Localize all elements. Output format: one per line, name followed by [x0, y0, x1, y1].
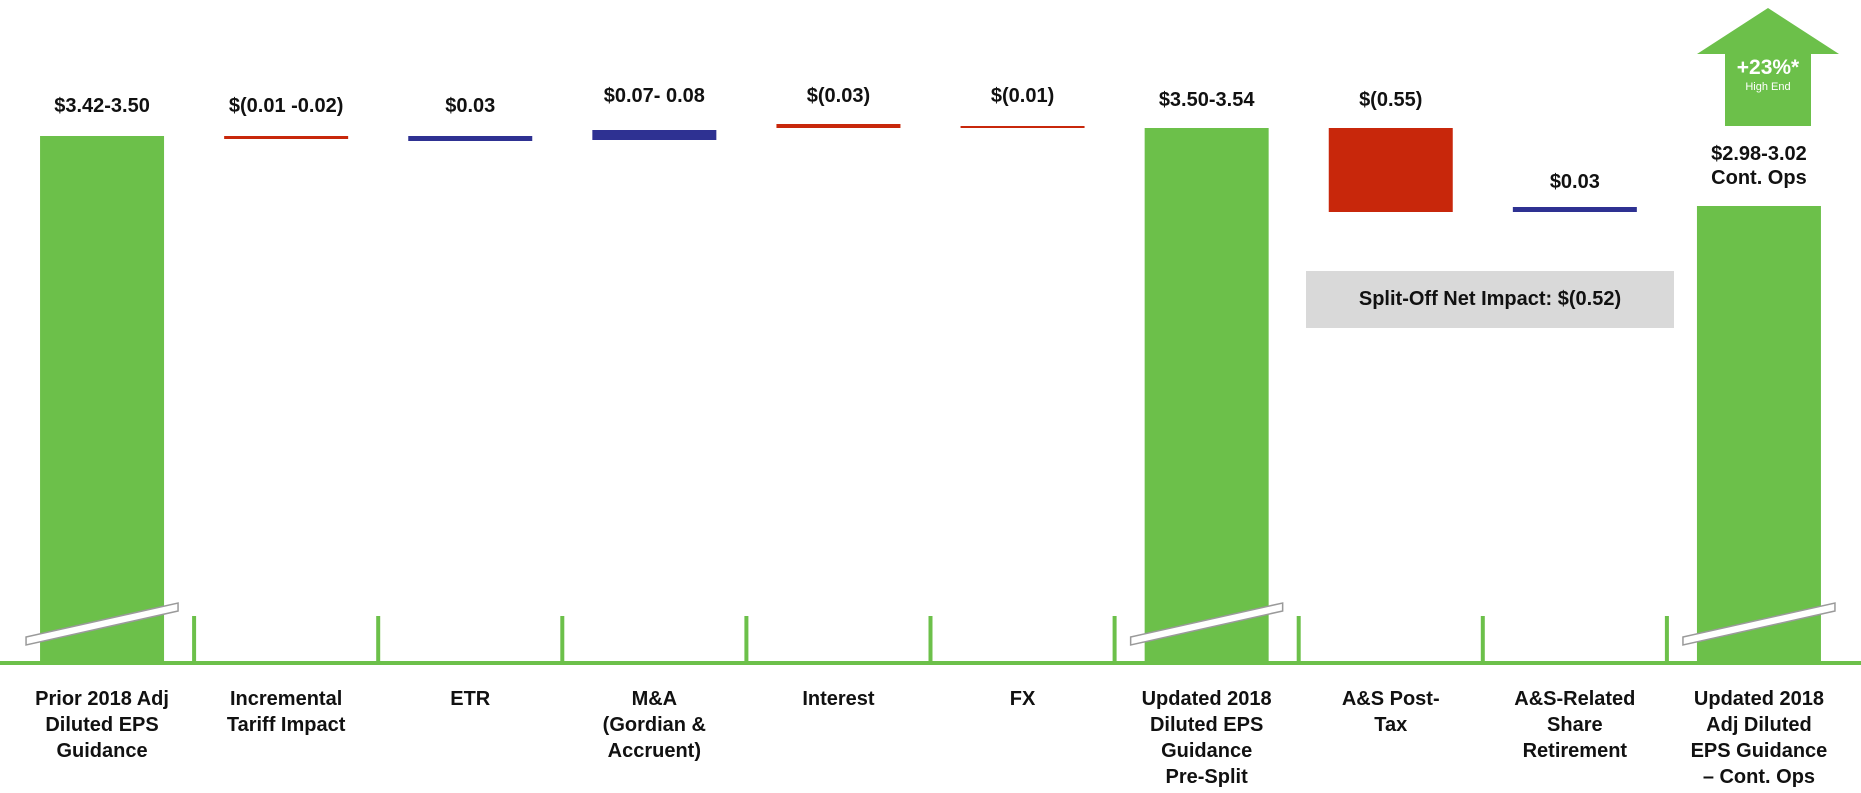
- category-label-line: A&S-Related: [1514, 688, 1636, 710]
- category-label: Prior 2018 Adj Diluted EPS Guidance: [12, 686, 192, 764]
- category-label: A&S Post- Tax: [1301, 686, 1481, 738]
- category-label: Updated 2018 Adj Diluted EPS Guidance – Con…: [1669, 686, 1849, 790]
- category-label: Interest: [748, 686, 928, 712]
- category-label-line: Tax: [1374, 714, 1408, 736]
- value-label: $(0.01 -0.02): [228, 95, 344, 117]
- value-label: $3.50-3.54: [1158, 89, 1255, 111]
- category-label-line: FX: [1009, 688, 1036, 710]
- category-label: Updated 2018 Diluted EPS Guidance Pre-Split: [1117, 686, 1297, 790]
- callout-percent: +23%*: [1736, 56, 1800, 79]
- bar-decrease: [1328, 128, 1453, 212]
- bar-total: [40, 136, 165, 661]
- value-label: $0.03: [1549, 171, 1600, 193]
- category-label-line: Updated 2018: [1693, 688, 1824, 710]
- category-label-line: Incremental: [230, 688, 343, 710]
- category-label-line: – Cont. Ops: [1702, 766, 1816, 788]
- bar-decrease: [776, 124, 901, 128]
- category-label-line: M&A: [631, 688, 678, 710]
- category-label-line: Diluted EPS: [1149, 714, 1264, 736]
- category-label-line: Accruent): [607, 740, 702, 762]
- category-label-line: Updated 2018: [1141, 688, 1272, 710]
- axis-break-marker: [25, 602, 179, 646]
- value-label: $(0.55): [1359, 89, 1423, 111]
- bar-increase: [592, 130, 717, 140]
- bar-increase: [1512, 207, 1637, 212]
- bar-decrease: [224, 136, 349, 139]
- bar-total: [1144, 128, 1269, 661]
- category-label-line: Share: [1547, 714, 1603, 736]
- bar-increase: [408, 136, 533, 141]
- category-label-line: Diluted EPS: [45, 714, 159, 736]
- axis-break-marker: [1682, 602, 1836, 646]
- category-label: M&A (Gordian & Accruent): [564, 686, 744, 764]
- category-label-line: A&S Post-: [1341, 688, 1440, 710]
- bar-total: [1696, 206, 1821, 661]
- category-label-line: Guidance: [56, 740, 148, 762]
- value-label: $(0.01): [990, 85, 1055, 107]
- category-label-line: Pre-Split: [1165, 766, 1248, 788]
- growth-callout: +23%* High End: [1728, 56, 1808, 94]
- category-label-line: Prior 2018 Adj: [35, 688, 169, 710]
- category-label-line: Interest: [802, 688, 875, 710]
- category-label-line: Retirement: [1522, 740, 1628, 762]
- value-label: $(0.03): [806, 85, 871, 107]
- category-label: Incremental Tariff Impact: [196, 686, 376, 738]
- category-label-line: Guidance: [1161, 740, 1253, 762]
- up-arrow-icon: [1697, 8, 1839, 126]
- bar-decrease: [960, 126, 1085, 128]
- category-label-line: Adj Diluted: [1706, 714, 1812, 736]
- split-off-annotation: Split-Off Net Impact: $(0.52): [1306, 271, 1674, 328]
- category-label-line: Tariff Impact: [226, 714, 346, 736]
- category-label-line: EPS Guidance: [1690, 740, 1828, 762]
- value-label: $3.42-3.50: [54, 95, 150, 117]
- value-label: $0.07- 0.08: [603, 85, 705, 107]
- category-label-line: (Gordian &: [602, 714, 707, 736]
- category-label: ETR: [380, 686, 560, 712]
- category-label: A&S-Related Share Retirement: [1485, 686, 1665, 764]
- callout-subtitle: High End: [1745, 81, 1791, 93]
- category-label: FX: [933, 686, 1113, 712]
- value-label: $0.03: [445, 95, 496, 117]
- value-label: $2.98-3.02 Cont. Ops: [1711, 143, 1807, 189]
- axis-break-marker: [1129, 602, 1284, 646]
- category-label-line: ETR: [450, 688, 491, 710]
